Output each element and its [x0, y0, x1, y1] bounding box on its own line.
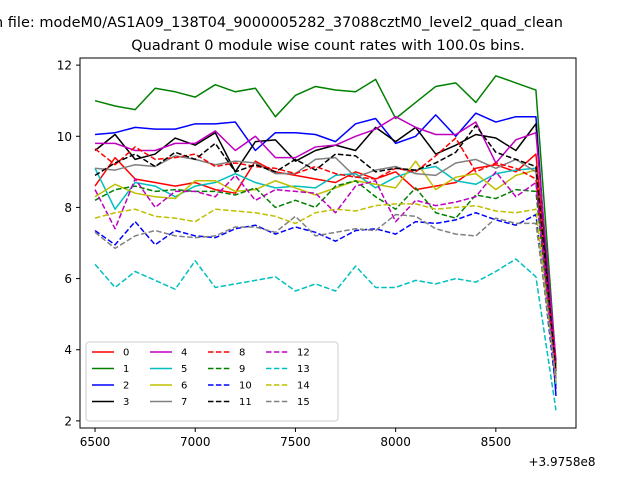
y-tick-label: 6	[64, 272, 72, 286]
figure-suptitle: n file: modeM0/AS1A09_138T04_9000005282_…	[0, 15, 563, 31]
x-axis-ticks: 6500 7000 7500 8000 8500	[80, 428, 511, 449]
legend-label: 7	[181, 397, 187, 408]
series-2-line	[94, 112, 557, 397]
chart-title: Quadrant 0 module wise count rates with …	[131, 38, 525, 54]
series-9-line	[94, 179, 557, 382]
legend-entry-4: 4	[150, 348, 187, 359]
legend-label: 15	[297, 397, 310, 408]
y-tick-label: 2	[64, 414, 72, 428]
legend-label: 13	[297, 364, 310, 375]
legend-label: 4	[181, 348, 187, 359]
x-tick-label: 8000	[380, 435, 411, 449]
y-tick-label: 10	[57, 130, 72, 144]
legend-entry-12: 12	[266, 348, 310, 359]
legend-entry-2: 2	[92, 381, 129, 392]
series-4-line	[95, 115, 557, 361]
legend-entry-14: 14	[266, 381, 310, 392]
series-3-line	[94, 123, 557, 386]
legend-entry-9: 9	[208, 364, 245, 375]
series-8-line	[94, 137, 557, 368]
y-axis-ticks: 2 4 6 8 10 12	[57, 59, 80, 428]
legend-label: 12	[297, 348, 310, 359]
y-tick-label: 4	[64, 343, 72, 357]
series-13-line	[94, 258, 557, 411]
legend-entry-7: 7	[150, 397, 187, 408]
legend-entry-10: 10	[208, 381, 252, 392]
series-1-line	[94, 75, 557, 365]
series-11-line	[94, 124, 557, 372]
series-6-line	[94, 160, 557, 379]
legend-label: 10	[239, 381, 252, 392]
series-15-line	[94, 213, 557, 379]
legend-entry-5: 5	[150, 364, 187, 375]
x-tick-label: 7000	[180, 435, 211, 449]
series-layer	[94, 75, 557, 411]
legend-entry-8: 8	[208, 348, 245, 359]
series-7-line	[94, 155, 557, 375]
legend-entry-6: 6	[150, 381, 187, 392]
legend-entry-0: 0	[92, 348, 129, 359]
legend-label: 14	[297, 381, 310, 392]
x-tick-label: 7500	[280, 435, 311, 449]
x-tick-label: 6500	[80, 435, 111, 449]
axes-frame	[79, 57, 577, 429]
series-12-line	[94, 171, 557, 382]
legend-label: 3	[123, 397, 129, 408]
legend-entry-11: 11	[208, 397, 252, 408]
legend-label: 11	[239, 397, 252, 408]
legend-entry-1: 1	[92, 364, 129, 375]
x-tick-label: 8500	[481, 435, 512, 449]
legend-entry-13: 13	[266, 364, 310, 375]
legend-label: 9	[239, 364, 245, 375]
legend-entry-15: 15	[266, 397, 310, 408]
x-axis-offset-label: +3.9758e8	[528, 455, 595, 469]
y-tick-label: 12	[57, 59, 72, 73]
series-10-line	[94, 212, 557, 389]
series-14-line	[94, 203, 557, 382]
legend-label: 5	[181, 364, 187, 375]
y-tick-label: 8	[64, 201, 72, 215]
legend-label: 8	[239, 348, 245, 359]
legend-label: 0	[123, 348, 129, 359]
legend-entry-3: 3	[92, 397, 129, 408]
legend-label: 2	[123, 381, 129, 392]
legend-label: 1	[123, 364, 129, 375]
series-0-line	[94, 153, 557, 372]
legend-label: 6	[181, 381, 187, 392]
